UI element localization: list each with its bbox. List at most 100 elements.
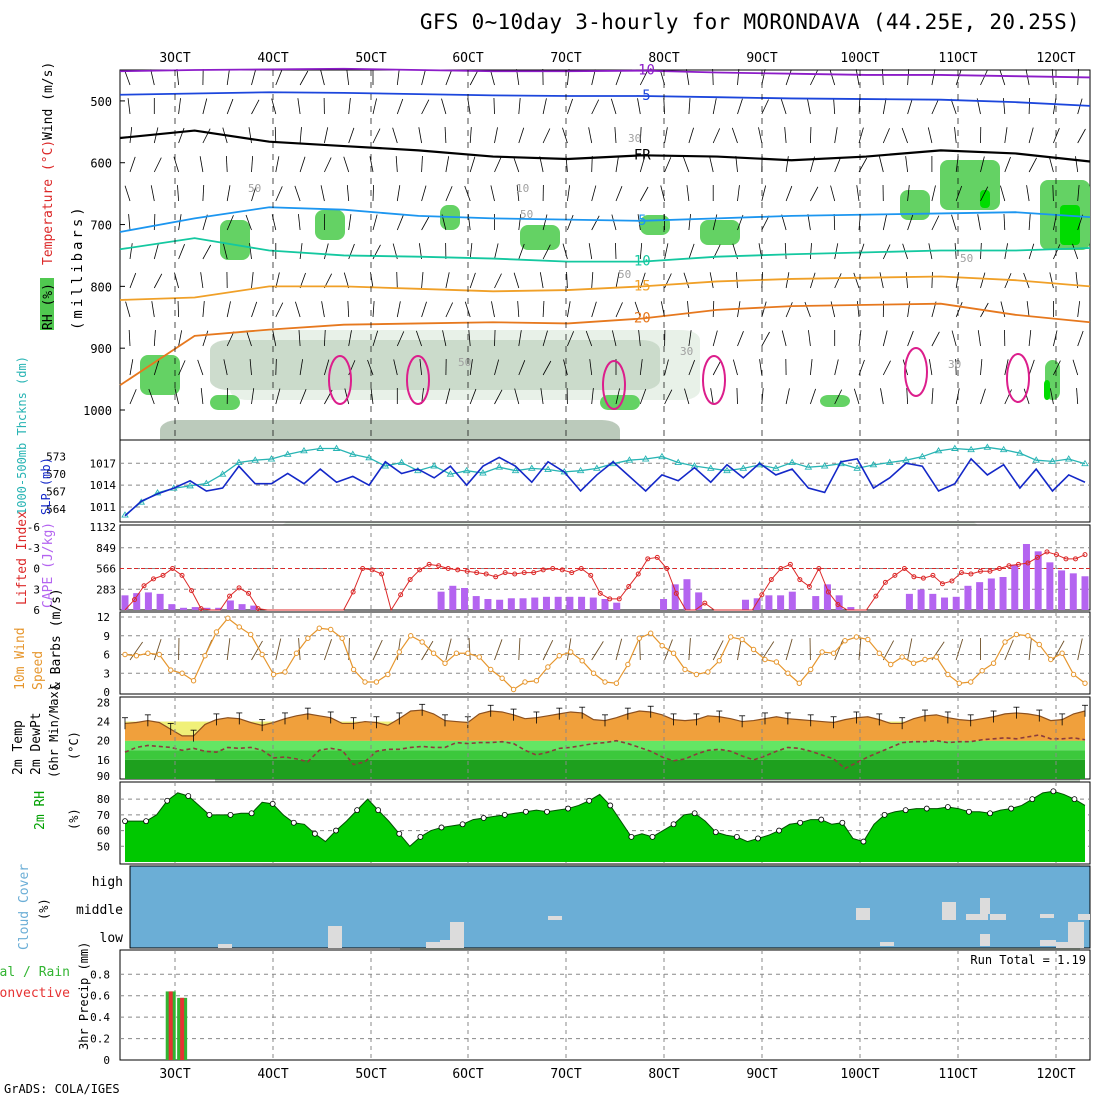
- wind-barb: [294, 185, 301, 202]
- thickness-marker: [186, 482, 194, 489]
- rh2m-marker: [881, 811, 888, 818]
- wind10m-marker: [385, 671, 391, 678]
- wind-barb: [639, 243, 643, 260]
- wind-barb: [833, 98, 836, 115]
- wind10m-marker: [156, 651, 162, 658]
- wind-barb: [929, 359, 933, 376]
- wind-barb: [907, 330, 914, 347]
- wind-barb: [736, 387, 738, 405]
- li-marker: [1015, 561, 1021, 567]
- wind-barb: [637, 214, 641, 231]
- wind-barb: [611, 214, 617, 231]
- run-total-label: Run Total = 1.19: [970, 953, 1086, 967]
- cape-bar: [741, 599, 749, 610]
- wind-barb: [712, 214, 718, 231]
- wind-barb: [226, 185, 231, 202]
- wind-barb: [804, 301, 811, 318]
- temp-tick: 20: [97, 735, 110, 748]
- bottom-date-tick: 5OCT: [355, 1067, 386, 1082]
- wind-barb: [1028, 127, 1034, 144]
- wind-barb: [639, 388, 647, 405]
- wind-barb: [1053, 128, 1060, 144]
- wind-barb: [591, 185, 597, 202]
- wind10m-marker: [762, 656, 768, 663]
- wind10m-marker: [293, 650, 300, 656]
- wind10m-marker: [270, 671, 277, 678]
- wind10m-marker: [773, 659, 780, 665]
- wind-barb: [178, 98, 181, 115]
- cloud-cells: [218, 898, 1090, 948]
- cloud-clear-cell: [990, 914, 1006, 920]
- wind-barb: [151, 301, 155, 318]
- rh2m-area: [125, 791, 1085, 862]
- wind10m-marker: [670, 650, 677, 656]
- wind-barb: [731, 127, 738, 144]
- thickness-marker: [267, 455, 276, 462]
- wind-barb: [1053, 244, 1061, 260]
- precip-frame: [119, 949, 1091, 1061]
- temp-contour: [119, 67, 1091, 79]
- wind-barb: [1000, 185, 1006, 202]
- precip-tick: 0.2: [90, 1033, 110, 1046]
- top-date-tick: 5OCT: [355, 51, 386, 66]
- wind-barb: [348, 330, 352, 347]
- wind-barb: [347, 301, 350, 318]
- wind-barb: [348, 98, 351, 115]
- wind-barb: [905, 272, 908, 289]
- thickness-marker: [869, 460, 878, 468]
- li-marker: [360, 566, 366, 571]
- rh2m-marker: [354, 807, 360, 814]
- wind10m-barb: [737, 638, 742, 661]
- top-date-tick: 6OCT: [452, 51, 483, 66]
- temp-contour: [119, 302, 1091, 387]
- cape-bar: [566, 596, 574, 610]
- wind-barb: [1077, 301, 1081, 318]
- wind10m-marker: [830, 650, 837, 656]
- li-marker: [1082, 552, 1088, 558]
- wind10m-marker: [865, 636, 871, 643]
- wind-barb: [517, 301, 520, 318]
- li-marker: [825, 589, 831, 595]
- rh2m-marker: [923, 805, 930, 812]
- thickness-marker: [1032, 456, 1040, 463]
- wind-barb: [761, 215, 770, 231]
- wind-barb: [393, 359, 398, 376]
- thickness-marker: [251, 456, 259, 463]
- wind-barb: [494, 359, 500, 376]
- precip-bars: [165, 991, 188, 1060]
- wind-barb: [153, 330, 156, 347]
- rh2m-unit-label: (%): [67, 808, 81, 830]
- top-date-tick: 8OCT: [648, 51, 679, 66]
- rh2m-marker: [944, 804, 951, 810]
- wind-barb: [251, 156, 254, 173]
- wind-barb: [761, 388, 764, 405]
- thickness-marker: [349, 450, 357, 457]
- wind10m-marker: [419, 639, 425, 645]
- wind10m-tick: 6: [103, 649, 110, 662]
- wind-barb: [178, 127, 185, 144]
- wind10m-marker: [979, 668, 985, 674]
- temperature-axis-label: Temperature (°C): [41, 140, 56, 265]
- temp-minmax-bars: [122, 703, 1088, 742]
- wind10m-marker: [133, 653, 140, 659]
- wind-barb: [514, 388, 520, 405]
- temp-contour-label: 20: [634, 311, 651, 327]
- li-marker: [949, 578, 955, 584]
- wind-barb: [761, 99, 769, 115]
- wind-barb: [275, 70, 283, 86]
- li-marker: [768, 577, 774, 583]
- wind-barb: [275, 272, 280, 289]
- wind-barb: [372, 184, 374, 202]
- li-marker: [835, 601, 841, 607]
- wind-barb: [177, 300, 179, 318]
- cape-bar: [765, 595, 773, 610]
- cape-bar: [180, 607, 188, 610]
- wind10m-marker: [499, 675, 505, 681]
- wind10m-marker: [556, 653, 562, 659]
- dewpt-axis-label: 2m DewPt: [29, 712, 44, 775]
- wind-barb: [392, 127, 398, 144]
- top-date-tick: 4OCT: [257, 51, 288, 66]
- cape-bar: [191, 607, 199, 610]
- cape-bar: [929, 593, 937, 610]
- wind-barb: [615, 272, 620, 289]
